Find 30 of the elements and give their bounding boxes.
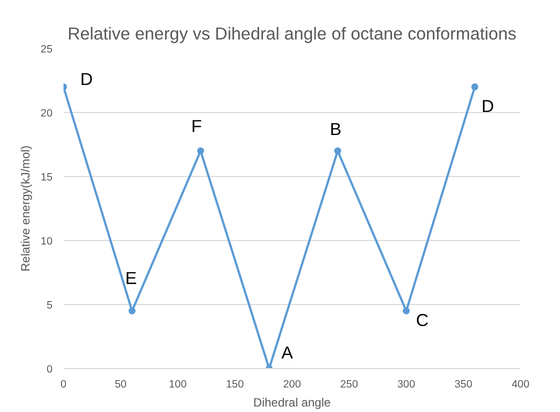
point (471, 83, 478, 90)
y-tick-label: 15 (40, 172, 53, 184)
point (402, 307, 410, 314)
annotation: A (281, 342, 294, 362)
chart-title: Relative energy vs Dihedral angle of octane conformations (68, 24, 517, 44)
x-axis-title: Dihedral angle (253, 396, 332, 410)
x-tick-label: 250 (340, 378, 358, 390)
annotation: B (330, 118, 342, 139)
x-tick-label: 100 (168, 378, 187, 390)
point (128, 307, 136, 314)
x-tick-label: 350 (454, 378, 472, 390)
y-tick-label: 0 (46, 364, 53, 376)
x-tick-label: 50 (114, 378, 127, 390)
x-tick-label: 200 (283, 378, 301, 390)
annotation: D (80, 68, 93, 89)
x-tick-label: 0 (60, 378, 67, 390)
x-tick-label: 400 (512, 378, 530, 390)
annotation: F (191, 116, 202, 136)
annotation: C (416, 310, 429, 330)
y-tick-label: 10 (40, 236, 53, 248)
annotation: D (482, 96, 494, 116)
point (334, 147, 342, 154)
x-tick-label: 150 (226, 378, 244, 390)
y-tick-label: 25 (40, 44, 53, 56)
point (197, 147, 204, 154)
y-axis-title: Relative energy(kJ/mol) (18, 145, 33, 272)
y-tick-label: 5 (46, 300, 53, 312)
y-tick-label: 20 (40, 108, 53, 120)
x-tick-label: 300 (397, 378, 416, 390)
annotation: E (125, 268, 137, 288)
